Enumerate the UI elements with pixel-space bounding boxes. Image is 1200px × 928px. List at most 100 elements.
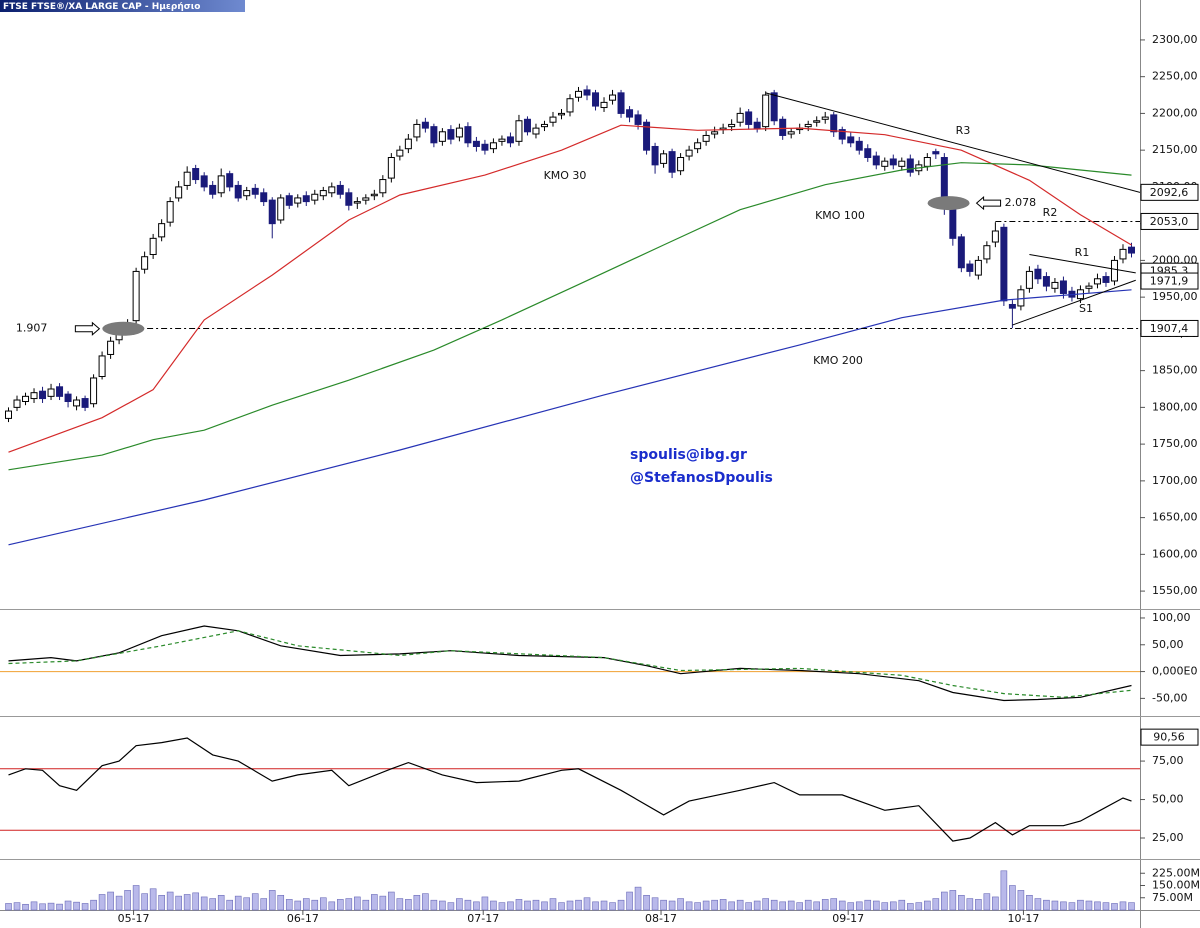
volume-bar bbox=[371, 894, 378, 911]
volume-bar bbox=[1043, 899, 1050, 911]
candle-body bbox=[438, 131, 446, 142]
candle-body bbox=[209, 184, 217, 195]
volume-bar bbox=[1034, 898, 1042, 911]
annotation: R2 bbox=[1043, 206, 1058, 219]
volume-bar bbox=[328, 901, 336, 911]
volume-bar bbox=[804, 899, 812, 911]
candle-body bbox=[328, 186, 336, 194]
y-tick-label: 2200,00 bbox=[1152, 106, 1198, 119]
candle-body bbox=[1000, 226, 1008, 302]
candle-body bbox=[974, 259, 982, 276]
price-label-box bbox=[1140, 212, 1199, 230]
volume-bar bbox=[821, 899, 829, 911]
volume-bar bbox=[668, 900, 676, 911]
y-tick-label: 2250,00 bbox=[1152, 70, 1198, 83]
candle-body bbox=[753, 121, 761, 129]
volume-bar bbox=[847, 902, 855, 911]
price-label: 1907,4 bbox=[1150, 322, 1189, 335]
candle-body bbox=[1102, 276, 1110, 283]
candle-body bbox=[353, 201, 361, 204]
candle-body bbox=[575, 90, 583, 98]
volume-bar bbox=[966, 898, 974, 911]
watermark: @StefanosDpoulis bbox=[630, 470, 773, 486]
price-label-box bbox=[1140, 728, 1199, 746]
candle-body bbox=[532, 127, 540, 135]
volume-bar bbox=[362, 899, 370, 911]
volume-bar bbox=[388, 891, 395, 911]
volume-bar bbox=[932, 898, 940, 911]
volume-bar bbox=[830, 898, 838, 911]
volume-bar bbox=[209, 898, 216, 911]
volume-bar bbox=[175, 895, 182, 911]
volume-bar bbox=[881, 902, 889, 911]
candle-body bbox=[336, 184, 344, 195]
volume-bar bbox=[285, 899, 293, 911]
candle-body bbox=[506, 136, 514, 144]
y-tick-label: 50,00 bbox=[1152, 793, 1184, 806]
candle-body bbox=[779, 118, 787, 136]
volume-bar bbox=[166, 891, 174, 911]
volume-bar bbox=[302, 898, 310, 911]
volume-bar bbox=[1060, 901, 1067, 911]
volume-bar bbox=[566, 900, 574, 911]
volume-bar bbox=[439, 900, 446, 911]
candle-body bbox=[243, 190, 251, 197]
volume-bar bbox=[1085, 900, 1093, 911]
candle-body bbox=[1085, 285, 1093, 289]
volume-bar bbox=[115, 895, 123, 911]
candle-body bbox=[872, 155, 880, 166]
candle-body bbox=[1110, 259, 1118, 282]
candle-body bbox=[277, 197, 285, 221]
marker-label: 1.907 bbox=[16, 322, 48, 335]
y-tick-label: -50,00 bbox=[1152, 691, 1187, 704]
candle-body bbox=[464, 126, 472, 144]
candle-body bbox=[379, 179, 387, 194]
candle-body bbox=[311, 193, 319, 201]
volume-bar bbox=[889, 901, 897, 911]
candle-body bbox=[813, 120, 821, 123]
volume-bar bbox=[107, 891, 114, 911]
candle-body bbox=[30, 392, 38, 400]
trendline bbox=[765, 92, 1140, 193]
volume-bar bbox=[132, 885, 140, 911]
candle-body bbox=[22, 395, 30, 402]
volume-bar bbox=[234, 895, 242, 911]
candle-body bbox=[489, 142, 497, 150]
y-tick-label: 50,00 bbox=[1152, 638, 1184, 651]
volume-bar bbox=[141, 893, 148, 911]
candle-body bbox=[5, 410, 13, 419]
y-tick-label: 225.00M bbox=[1152, 866, 1200, 879]
candle-body bbox=[617, 92, 625, 114]
x-tick-label: 05-17 bbox=[118, 912, 150, 925]
candle-body bbox=[906, 158, 914, 173]
volume-bar bbox=[779, 901, 786, 911]
candle-body bbox=[98, 355, 106, 378]
candle-body bbox=[319, 190, 327, 197]
volume-bar bbox=[1111, 903, 1118, 911]
volume-bar bbox=[39, 903, 46, 911]
candle-body bbox=[651, 145, 659, 166]
y-tick-label: 150.00M bbox=[1152, 879, 1200, 892]
volume-bar bbox=[702, 900, 710, 911]
volume-bar bbox=[651, 897, 659, 911]
candle-body bbox=[1127, 246, 1135, 254]
candle-body bbox=[566, 98, 574, 113]
candle-body bbox=[983, 245, 991, 260]
volume-bar bbox=[277, 894, 285, 911]
candle-body bbox=[107, 340, 115, 355]
volume-bar bbox=[473, 901, 480, 911]
volume-bar bbox=[336, 899, 344, 911]
series-line bbox=[8, 737, 1132, 842]
volume-bar bbox=[345, 898, 353, 911]
volume-bar bbox=[949, 890, 957, 911]
candle-body bbox=[56, 386, 64, 397]
volume-bar bbox=[958, 894, 965, 911]
plot-area bbox=[0, 85, 1140, 911]
volume-bar bbox=[268, 890, 276, 911]
volume-bar bbox=[524, 900, 531, 911]
candle-body bbox=[158, 223, 166, 238]
price-label: 90,56 bbox=[1153, 731, 1185, 744]
y-tick-label: 1600,00 bbox=[1152, 547, 1198, 560]
candle-body bbox=[251, 187, 259, 195]
